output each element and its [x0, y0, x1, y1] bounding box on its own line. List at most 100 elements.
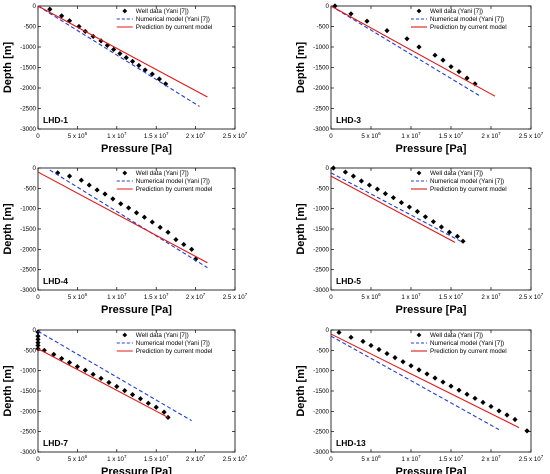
data-point-well — [392, 355, 398, 361]
data-point-well — [47, 6, 53, 12]
y-tick-label: -1000 — [313, 206, 329, 213]
legend-entry: Well data (Yani [7]) — [430, 332, 483, 339]
y-tick-label: -500 — [24, 24, 37, 31]
x-tick-label: 2 x 107 — [186, 292, 206, 301]
y-tick-label: -2000 — [313, 246, 329, 253]
data-point-well — [102, 191, 108, 197]
data-point-well — [173, 236, 179, 243]
data-point-well — [368, 342, 374, 349]
series-line-prediction — [330, 333, 520, 429]
x-tick-exponent: 7 — [166, 292, 169, 297]
data-point-well — [90, 371, 96, 377]
y-tick-label: -1000 — [20, 206, 36, 213]
x-tick-exponent: 7 — [245, 131, 248, 136]
data-point-well — [111, 46, 117, 53]
data-point-well — [136, 62, 142, 69]
x-tick-exponent: 6 — [378, 131, 381, 136]
panel-label: LHD-5 — [336, 276, 361, 286]
data-point-well — [129, 58, 136, 64]
x-tick-label: 2.5 x 107 — [223, 131, 248, 140]
data-point-well — [384, 350, 390, 357]
y-tick-label: -2500 — [20, 267, 36, 274]
data-point-well — [406, 204, 412, 210]
y-tick-label: 0 — [33, 165, 37, 172]
legend-entry: Numerical model (Yani [7]) — [430, 16, 504, 23]
series-line-numerical — [37, 330, 192, 422]
y-tick-label: -2000 — [313, 408, 329, 415]
x-tick-exponent: 7 — [461, 131, 464, 136]
data-point-well — [59, 13, 65, 19]
data-point-well — [114, 383, 120, 390]
data-point-well — [424, 371, 430, 377]
data-point-well — [118, 201, 124, 207]
data-point-well — [41, 347, 47, 353]
data-point-well — [446, 229, 452, 235]
data-point-well — [456, 387, 462, 393]
x-tick-label: 5 x 106 — [361, 292, 381, 301]
y-tick-label: -1000 — [20, 368, 36, 375]
x-tick-label: 5 x 106 — [68, 292, 88, 301]
y-tick-label: 0 — [326, 3, 330, 10]
x-axis-label: Pressure [Pa] — [101, 304, 172, 316]
legend-entry: Well data (Yani [7]) — [136, 332, 189, 339]
data-point-well — [480, 399, 486, 405]
data-point-well — [141, 214, 147, 220]
data-point-well — [106, 379, 112, 386]
y-axis-label: Depth [m] — [2, 365, 14, 417]
y-tick-label: -3000 — [313, 126, 329, 133]
legend-marker-well — [122, 170, 128, 176]
y-tick-label: -500 — [317, 347, 330, 354]
y-tick-label: -2500 — [313, 267, 329, 274]
x-tick-exponent: 7 — [541, 292, 544, 297]
data-point-well — [358, 178, 364, 184]
data-point-well — [161, 409, 167, 415]
data-point-well — [163, 81, 169, 87]
y-tick-label: -1500 — [20, 388, 36, 395]
x-tick-exponent: 7 — [245, 292, 248, 297]
data-point-well — [82, 367, 88, 373]
data-point-well — [51, 351, 57, 357]
data-point-well — [456, 69, 462, 75]
y-axis-label: Depth [m] — [2, 203, 14, 255]
x-tick-label: 2 x 107 — [186, 454, 206, 463]
data-point-well — [165, 229, 171, 235]
data-point-well — [454, 233, 460, 239]
data-point-well — [416, 367, 422, 373]
legend-entry: Prediction by current model — [430, 348, 507, 355]
x-tick-label: 5 x 106 — [361, 454, 381, 463]
data-point-well — [330, 165, 336, 171]
series-line-numerical — [330, 172, 461, 242]
x-tick-exponent: 7 — [203, 131, 206, 136]
data-point-well — [448, 64, 454, 70]
y-axis-label: Depth [m] — [295, 203, 307, 255]
y-tick-label: -2000 — [20, 246, 36, 253]
data-point-well — [440, 379, 446, 385]
x-tick-exponent: 7 — [418, 131, 421, 136]
x-tick-label: 2.5 x 107 — [519, 131, 544, 140]
data-point-well — [59, 355, 65, 362]
x-tick-exponent: 7 — [498, 454, 501, 459]
x-tick-exponent: 7 — [461, 454, 464, 459]
data-point-well — [348, 11, 354, 17]
y-tick-label: -2500 — [20, 429, 36, 436]
data-point-well — [145, 400, 151, 406]
data-point-well — [376, 346, 382, 353]
x-tick-exponent: 6 — [378, 454, 381, 459]
y-tick-label: 0 — [33, 3, 37, 10]
data-point-well — [74, 364, 80, 370]
legend: Well data (Yani [7])Numerical model (Yan… — [411, 8, 507, 31]
x-tick-exponent: 7 — [166, 131, 169, 136]
x-tick-label: 1.5 x 107 — [439, 292, 464, 301]
panel-label: LHD-13 — [336, 438, 366, 448]
data-point-well — [110, 196, 116, 202]
legend-entry: Prediction by current model — [430, 186, 507, 193]
y-tick-label: -1000 — [313, 368, 329, 375]
legend-entry: Numerical model (Yani [7]) — [430, 178, 504, 185]
series-line-prediction — [330, 175, 456, 243]
data-point-well — [181, 241, 187, 248]
x-tick-label: 1.5 x 107 — [439, 131, 464, 140]
y-tick-label: -3000 — [20, 126, 36, 133]
data-point-well — [153, 404, 159, 410]
data-point-well — [398, 199, 404, 206]
